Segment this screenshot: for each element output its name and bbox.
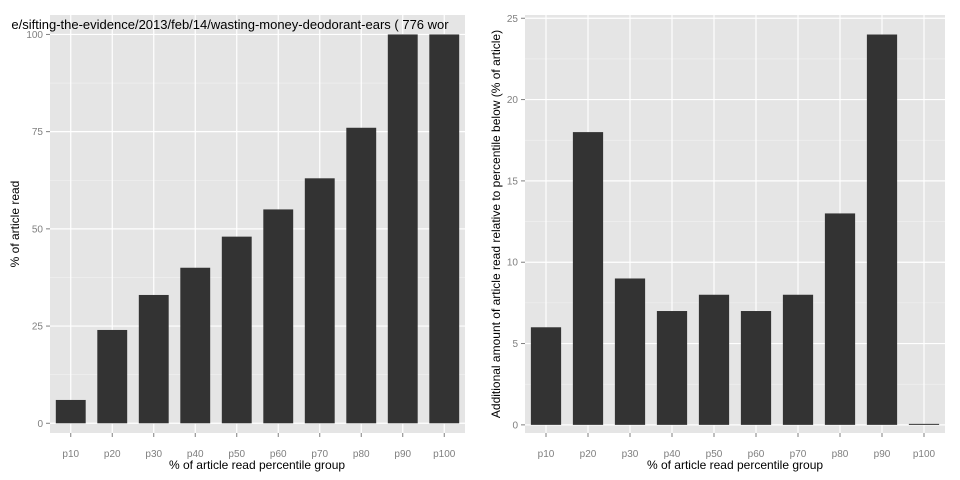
x-tick-label: p30 — [622, 449, 639, 460]
y-tick-label: 0 — [37, 419, 43, 430]
x-tick-label: p80 — [832, 449, 849, 460]
bar-p50 — [221, 236, 252, 424]
bar-p20 — [97, 329, 128, 424]
bar-p100 — [908, 423, 940, 425]
x-axis-title-left: % of article read percentile group — [169, 458, 345, 472]
x-tick-label: p40 — [664, 449, 681, 460]
x-axis-title-right: % of article read percentile group — [647, 458, 823, 472]
bar-p80 — [824, 213, 856, 425]
x-tick-labels-right: p10 p20 p30 p40 p50 p60 p70 p80 p90 p100 — [538, 433, 936, 460]
bars-left — [55, 34, 460, 424]
bar-p40 — [180, 267, 211, 424]
y-tick-label: 25 — [507, 14, 519, 25]
x-tick-label: p80 — [353, 449, 370, 460]
bar-p90 — [387, 34, 418, 424]
x-tick-label: p90 — [394, 449, 411, 460]
bar-p70 — [304, 178, 335, 424]
bar-p70 — [782, 294, 814, 425]
x-tick-label: p100 — [433, 449, 456, 460]
x-tick-label: p20 — [580, 449, 597, 460]
x-tick-label: p10 — [538, 449, 555, 460]
bar-p40 — [656, 311, 688, 425]
bar-p100 — [429, 34, 460, 424]
bar-p20 — [572, 132, 604, 425]
bar-p10 — [55, 399, 86, 424]
y-axis-title-right: Additional amount of article read relati… — [489, 30, 503, 418]
bar-p90 — [866, 34, 898, 425]
chart-title-left: e/sifting-the-evidence/2013/feb/14/wasti… — [11, 17, 449, 32]
y-tick-label: 15 — [507, 176, 519, 187]
y-tick-label: 50 — [32, 224, 44, 235]
x-tick-label: p30 — [145, 449, 162, 460]
bar-p50 — [698, 294, 730, 425]
bar-p10 — [530, 327, 562, 425]
y-tick-label: 10 — [507, 258, 519, 269]
x-tick-label: p50 — [706, 449, 723, 460]
bar-p30 — [138, 294, 169, 424]
x-tick-label: p20 — [104, 449, 121, 460]
y-tick-label: 20 — [507, 95, 519, 106]
y-tick-labels-right: 0 5 10 15 20 25 — [507, 14, 525, 431]
x-tick-labels-left: p10 p20 p30 p40 p50 p60 p70 p80 p90 p100 — [62, 433, 456, 460]
y-tick-labels-left: 0 25 50 75 100 — [26, 30, 50, 430]
y-tick-label: 0 — [512, 420, 518, 431]
x-tick-label: p70 — [790, 449, 807, 460]
x-tick-label: p100 — [913, 449, 936, 460]
x-tick-label: p70 — [311, 449, 328, 460]
bar-p60 — [263, 209, 294, 424]
x-tick-label: p50 — [228, 449, 245, 460]
bar-p80 — [346, 127, 377, 424]
y-tick-label: 25 — [32, 322, 44, 333]
x-tick-label: p40 — [187, 449, 204, 460]
y-tick-label: 75 — [32, 127, 44, 138]
y-tick-label: 5 — [512, 339, 518, 350]
x-tick-label: p90 — [874, 449, 891, 460]
bar-p60 — [740, 311, 772, 425]
bars-right — [530, 34, 940, 425]
x-tick-label: p60 — [270, 449, 287, 460]
x-tick-label: p60 — [748, 449, 765, 460]
y-tick-label: 100 — [26, 30, 43, 41]
y-axis-title-left: % of article read — [8, 181, 22, 268]
bar-p30 — [614, 278, 646, 425]
x-tick-label: p10 — [62, 449, 79, 460]
